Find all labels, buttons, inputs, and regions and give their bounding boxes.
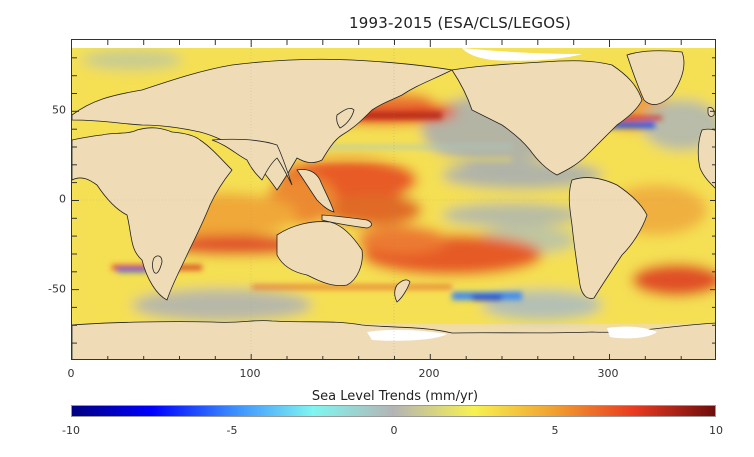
missing-data-patches	[72, 40, 715, 341]
colorbar-tick-label: -5	[226, 424, 238, 437]
axis-ticks	[72, 40, 715, 359]
chart-title: 1993-2015 (ESA/CLS/LEGOS)	[348, 14, 572, 32]
colorbar-tick-label: 5	[551, 424, 559, 437]
x-tick-label: 300	[597, 367, 619, 380]
x-tick-label: 100	[239, 367, 261, 380]
x-tick-label: 200	[418, 367, 440, 380]
y-tick-label: 50	[52, 103, 66, 117]
sea-level-map	[72, 40, 715, 359]
y-tick-label: -50	[48, 282, 66, 296]
colorbar-tick-label: -10	[62, 424, 80, 437]
colorbar	[71, 405, 716, 417]
map-plot-area	[71, 39, 716, 360]
colorbar-title: Sea Level Trends (mm/yr)	[311, 389, 479, 404]
land-masses	[72, 50, 715, 359]
colorbar-tick-label: 10	[709, 424, 723, 437]
x-tick-label: 0	[67, 367, 75, 380]
y-tick-label: 0	[59, 192, 66, 206]
colorbar-tick-label: 0	[390, 424, 398, 437]
